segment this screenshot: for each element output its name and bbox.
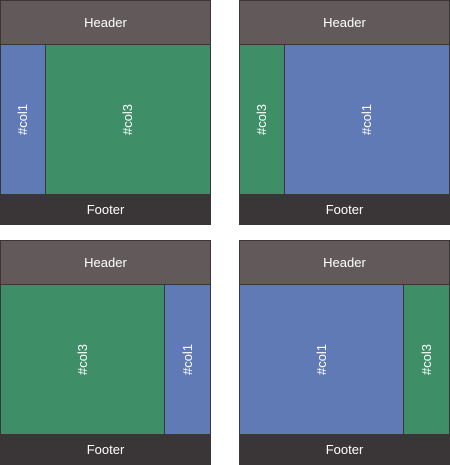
columns-row: #col3 #col1 [240,45,449,194]
header-block: Header [1,241,210,285]
footer-block: Footer [240,194,449,224]
header-label: Header [323,255,366,270]
col1-label: #col1 [179,343,195,376]
col3-label: #col3 [120,103,136,136]
col1-block: #col1 [240,285,404,434]
col1-block: #col1 [1,45,46,194]
header-label: Header [84,255,127,270]
col3-label: #col3 [418,343,434,376]
header-label: Header [84,15,127,30]
layout-diagram-3: Header #col3 #col1 Footer [0,240,211,465]
footer-block: Footer [1,194,210,224]
layout-diagram-1: Header #col1 #col3 Footer [0,0,211,225]
footer-label: Footer [325,201,364,217]
header-label: Header [323,15,366,30]
col1-block: #col1 [285,45,449,194]
header-block: Header [240,1,449,45]
footer-label: Footer [86,441,125,457]
footer-label: Footer [86,201,125,217]
header-block: Header [1,1,210,45]
columns-row: #col1 #col3 [240,285,449,434]
col1-block: #col1 [165,285,210,434]
col1-label: #col1 [15,103,31,136]
footer-block: Footer [240,434,449,464]
columns-row: #col3 #col1 [1,285,210,434]
col3-label: #col3 [74,343,90,376]
footer-label: Footer [325,441,364,457]
col3-block: #col3 [46,45,210,194]
layout-diagram-2: Header #col3 #col1 Footer [239,0,450,225]
col3-block: #col3 [404,285,449,434]
col3-label: #col3 [254,103,270,136]
columns-row: #col1 #col3 [1,45,210,194]
header-block: Header [240,241,449,285]
layout-diagram-4: Header #col1 #col3 Footer [239,240,450,465]
footer-block: Footer [1,434,210,464]
col3-block: #col3 [1,285,165,434]
col1-label: #col1 [313,343,329,376]
col3-block: #col3 [240,45,285,194]
col1-label: #col1 [359,103,375,136]
